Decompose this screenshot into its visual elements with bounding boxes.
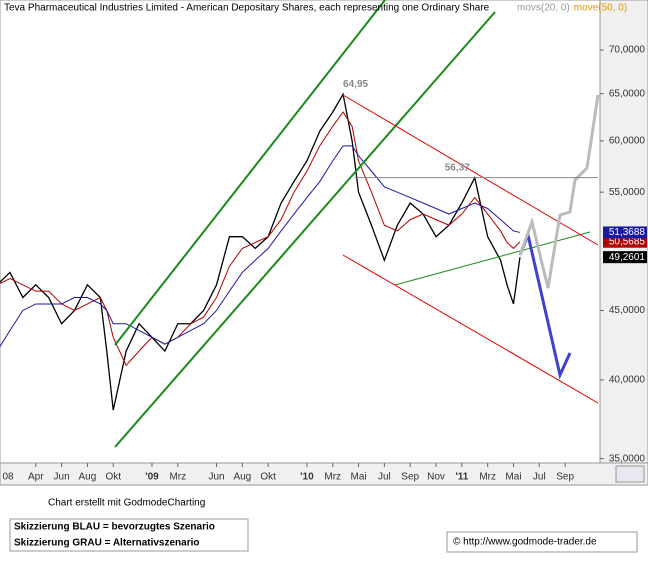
trend-line [114,11,496,448]
trend-line [342,254,599,404]
trend-line [114,0,386,346]
x-tick-label: Okt [260,472,276,483]
note: Skizzierung GRAU = Alternativszenario [14,538,200,549]
price-tag [603,251,647,264]
x-tick-label: Sep [401,472,419,483]
x-tick-label: Mrz [169,472,186,483]
annotation: 56,37 [445,162,470,173]
x-tick-label: Jul [533,472,546,483]
note: Skizzierung BLAU = bevorzugtes Szenario [14,522,215,533]
y-tick-label: 45,0000 [609,305,646,316]
legend: movs(20, 0) move(50, 0) [517,3,627,14]
x-tick-label: 08 [2,472,14,483]
y-tick-label: 60,0000 [609,136,646,147]
price-tag [603,226,647,239]
y-tick-label: 40,0000 [609,375,646,386]
price-tag-label: 50,5685 [609,236,646,247]
x-tick-label: Jun [54,472,70,483]
price-line [0,145,521,348]
legend-item: movs(20, 0) [517,3,570,14]
notes-box [9,518,249,552]
source: © http://www.godmode-trader.de [453,537,597,548]
y-tick-label: 65,0000 [609,88,646,99]
trend-line [342,94,599,246]
x-tick-label: Mrz [479,472,496,483]
y-tick-label: 35,0000 [609,453,646,464]
price-tag-label: 51,3688 [609,227,646,238]
x-tick-label: Apr [28,472,44,483]
x-tick-label: Jun [208,472,224,483]
x-tick-label: '11 [455,472,468,483]
tool-button[interactable] [615,465,645,483]
trend-line [394,231,591,286]
x-tick-label: '09 [145,472,159,483]
scenario-gray [518,94,600,289]
price-line [0,111,521,367]
plot-area [0,0,601,464]
chart-title: Teva Pharmaceutical Industries Limited -… [4,3,490,14]
x-tick-label: Mrz [324,472,341,483]
x-tick-label: '10 [300,472,314,483]
x-tick-label: Mai [350,472,366,483]
annotation: 64,95 [343,79,368,90]
y-tick-label: 70,0000 [609,45,646,56]
plot [0,92,521,411]
price-tag-label: 49,2601 [609,252,646,263]
x-tick-label: Sep [556,472,574,483]
trend-lines [114,0,600,448]
x-tick-label: Jul [378,472,391,483]
x-tick-label: Aug [233,472,251,483]
source-box [446,531,638,553]
x-tick-label: Aug [79,472,97,483]
credit: Chart erstellt mit GodmodeCharting [48,498,205,509]
x-tick-label: Mai [505,472,521,483]
legend-item: move(50, 0) [574,3,627,14]
y-tick-label: 55,0000 [609,187,646,198]
x-tick-label: Okt [105,472,121,483]
x-tick-label: Nov [427,472,445,483]
x-axis-area [0,462,648,486]
price-tag [603,235,647,248]
